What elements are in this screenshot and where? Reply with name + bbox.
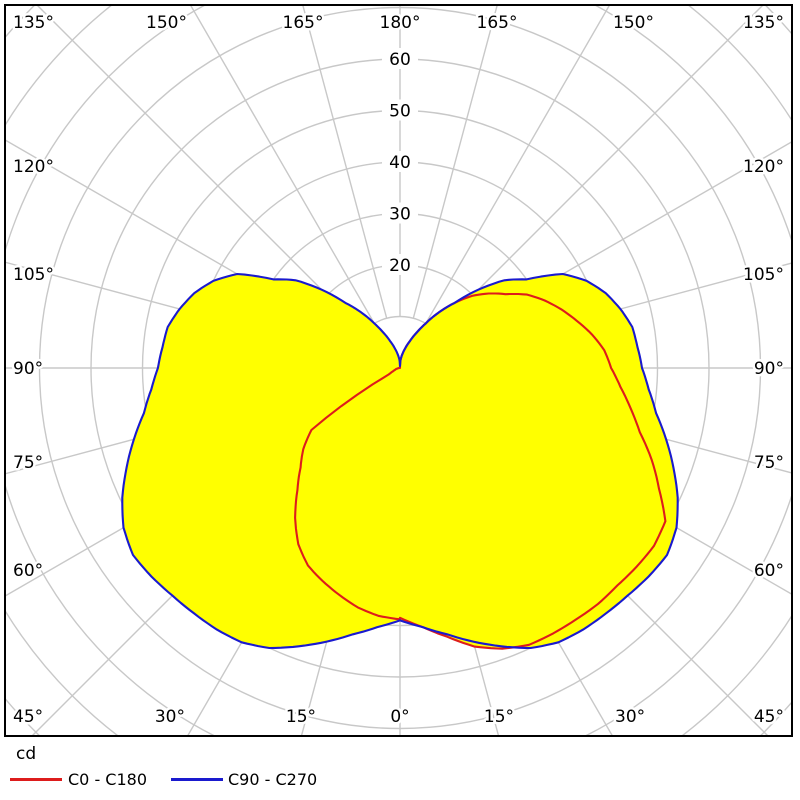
- angle-label: 15°: [484, 707, 514, 727]
- legend-swatch-c90-c270: [171, 778, 223, 781]
- radial-tick-label: 20: [389, 256, 411, 276]
- angle-label: 150°: [613, 13, 654, 33]
- angle-label: 45°: [754, 707, 784, 727]
- radial-tick-label: 30: [389, 205, 411, 225]
- radial-tick-halo: [382, 202, 418, 224]
- legend-label-c90-c270: C90 - C270: [228, 770, 318, 789]
- photometric-polar-chart: 20 30 40 50 60 15° 30° 45° 60° 75° 90° 105° 120° 135°…: [4, 4, 793, 737]
- angle-label: 165°: [477, 13, 518, 33]
- radial-tick-halo: [382, 254, 418, 275]
- chart-legend: cd C0 - C180 C90 - C270: [0, 738, 800, 800]
- angle-label: 30°: [615, 707, 645, 727]
- angle-label: 75°: [754, 453, 784, 473]
- angle-label: 120°: [13, 157, 54, 177]
- angle-label: 30°: [155, 707, 185, 727]
- polar-grid-spoke: [435, 5, 764, 333]
- angle-label: 180°: [380, 13, 421, 33]
- legend-swatch-c0-c180: [10, 778, 62, 781]
- angle-label: 0°: [390, 707, 409, 727]
- angle-label: 60°: [13, 561, 43, 581]
- distribution-fill: [122, 274, 678, 648]
- radial-tick-label: 40: [389, 153, 411, 173]
- chart-frame: [4, 4, 793, 737]
- angle-label: 90°: [754, 359, 784, 379]
- angle-label: 15°: [286, 707, 316, 727]
- angle-label: 60°: [754, 561, 784, 581]
- angle-label: 105°: [743, 265, 784, 285]
- angle-label: 165°: [283, 13, 324, 33]
- angle-label: 120°: [743, 157, 784, 177]
- polar-grid-spoke: [36, 5, 365, 333]
- angle-label: 90°: [13, 359, 43, 379]
- angle-label: 135°: [13, 13, 54, 33]
- radial-tick-halo: [382, 151, 418, 172]
- angle-label: 45°: [13, 707, 43, 727]
- radial-tick-halo: [382, 48, 418, 69]
- radial-tick-halo: [382, 99, 418, 121]
- polar-grid-spoke: [412, 5, 498, 319]
- polar-grid-spoke: [189, 5, 375, 324]
- curve-c90-c270: [121, 272, 679, 650]
- angle-label: 105°: [13, 265, 54, 285]
- unit-label: cd: [16, 744, 37, 764]
- angle-label: 150°: [146, 13, 187, 33]
- polar-grid-spoke: [425, 5, 611, 324]
- radial-tick-label: 60: [389, 50, 411, 70]
- legend-label-c0-c180: C0 - C180: [68, 770, 148, 789]
- polar-grid-spoke: [302, 5, 388, 319]
- plot-area: [5, 5, 792, 736]
- angle-label: 135°: [743, 13, 784, 33]
- angle-label: 75°: [13, 453, 43, 473]
- radial-tick-label: 50: [389, 102, 411, 122]
